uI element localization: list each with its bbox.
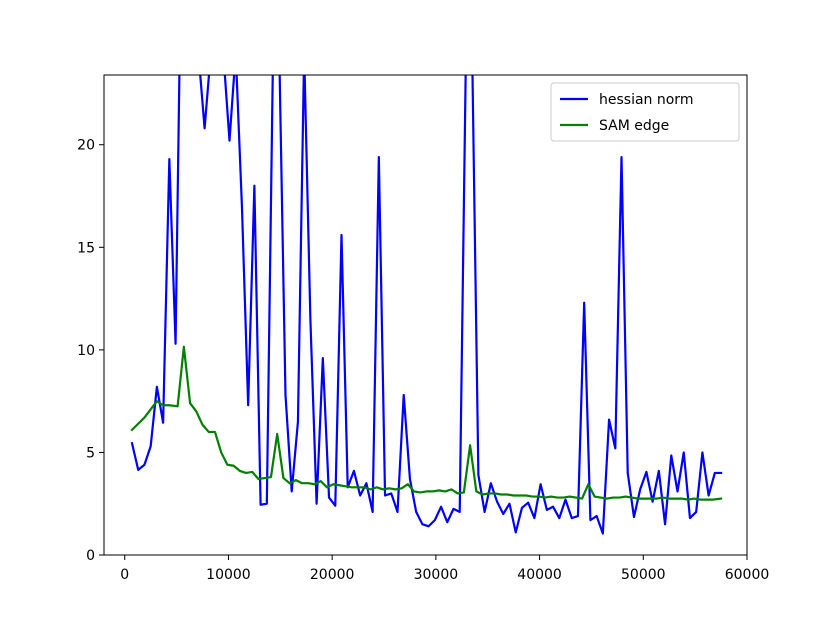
legend-label-hessian-norm: hessian norm <box>599 92 693 108</box>
series-line-sam-edge <box>130 345 723 501</box>
y-tick-label: 5 <box>86 445 95 461</box>
x-tick-label: 20000 <box>310 567 355 583</box>
y-tick-label: 10 <box>77 343 95 359</box>
x-tick-label: 50000 <box>621 567 666 583</box>
legend-label-sam-edge: SAM edge <box>599 118 669 134</box>
y-axis: 0 5 10 15 20 <box>77 138 104 564</box>
x-tick-label: 10000 <box>206 567 251 583</box>
y-tick-label: 15 <box>77 240 95 256</box>
x-tick-label: 30000 <box>414 567 459 583</box>
y-tick-label: 0 <box>86 548 95 564</box>
y-tick-label: 20 <box>77 138 95 154</box>
x-tick-label: 0 <box>120 567 129 583</box>
axes-frame <box>103 74 748 556</box>
plot-area <box>104 75 747 555</box>
x-tick-label: 60000 <box>725 567 770 583</box>
series-line-hessian-norm <box>130 75 723 535</box>
legend: hessian norm SAM edge <box>550 82 740 142</box>
x-tick-label: 40000 <box>517 567 562 583</box>
legend-box <box>550 82 740 142</box>
series-layer <box>130 75 723 535</box>
x-axis: 0 10000 20000 30000 40000 50000 60000 <box>120 555 769 583</box>
